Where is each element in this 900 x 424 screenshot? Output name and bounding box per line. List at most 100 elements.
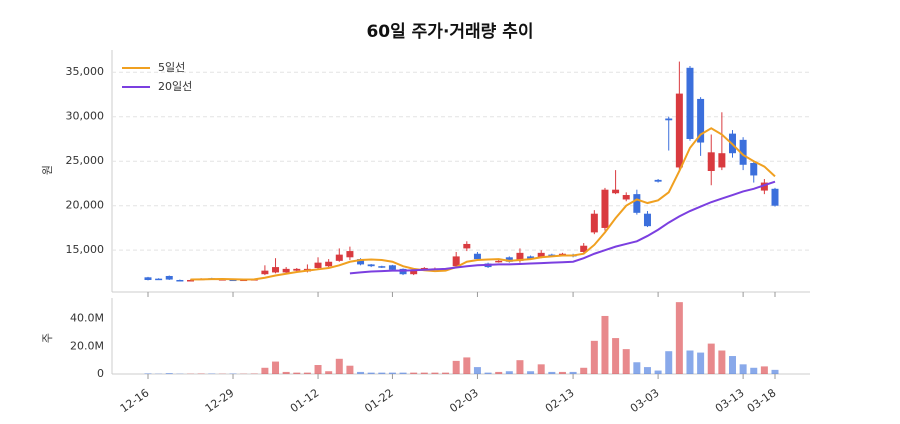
candle-body <box>463 244 470 248</box>
volume-bar <box>315 365 322 374</box>
x-tick-label: 03-03 <box>628 386 662 415</box>
volume-bar <box>686 351 693 374</box>
volume-bar <box>368 373 375 374</box>
candle-body <box>389 265 396 269</box>
candle-body <box>750 163 757 175</box>
volume-bar <box>729 356 736 374</box>
candle-body <box>261 271 268 275</box>
candle-body <box>315 263 322 268</box>
candle-body <box>644 214 651 226</box>
volume-bar <box>304 373 311 374</box>
candle-body <box>272 267 279 272</box>
candle-body <box>591 214 598 233</box>
volume-bar <box>474 367 481 374</box>
y-tick-label: 0 <box>97 367 104 380</box>
volume-bar <box>442 373 449 374</box>
volume-bar <box>506 371 513 374</box>
candle-body <box>336 255 343 261</box>
x-tick-label: 01-22 <box>362 386 396 415</box>
candle-body <box>155 279 162 281</box>
y-tick-label: 20.0M <box>70 339 104 352</box>
volume-bar <box>421 373 428 374</box>
volume-bar <box>633 362 640 374</box>
volume-bar <box>378 373 385 374</box>
volume-bar <box>516 360 523 374</box>
volume-bar <box>538 364 545 374</box>
candle-body <box>176 280 183 282</box>
candle-body <box>601 190 608 228</box>
volume-bar <box>166 373 173 374</box>
candle-body <box>708 152 715 171</box>
volume-bar <box>410 373 417 374</box>
candle-body <box>283 269 290 273</box>
volume-bar <box>740 364 747 374</box>
volume-bar <box>357 372 364 374</box>
candle-body <box>655 180 662 182</box>
candle-body <box>686 68 693 139</box>
volume-bar <box>389 373 396 374</box>
x-tick-label: 12-16 <box>118 386 152 415</box>
volume-bar <box>708 344 715 374</box>
volume-bar <box>463 357 470 374</box>
candle-body <box>772 189 779 206</box>
y-tick-label: 20,000 <box>66 199 105 212</box>
x-tick-label: 02-03 <box>447 386 481 415</box>
y-tick-label: 40.0M <box>70 312 104 325</box>
candle-body <box>166 276 173 280</box>
legend-label: 20일선 <box>158 79 192 93</box>
volume-bar <box>400 373 407 374</box>
volume-bar <box>750 368 757 374</box>
volume-bar <box>336 359 343 374</box>
y-tick-label: 15,000 <box>66 243 105 256</box>
candle-body <box>633 194 640 213</box>
candle-body <box>325 262 332 266</box>
candle-body <box>718 153 725 167</box>
candle-body <box>145 277 152 280</box>
x-tick-label: 01-12 <box>288 386 322 415</box>
x-tick-label: 12-29 <box>203 386 237 415</box>
volume-bar <box>697 353 704 374</box>
volume-bar <box>548 372 555 374</box>
y-axis-label: 원 <box>41 165 54 175</box>
candle-body <box>368 264 375 266</box>
candle-body <box>665 119 672 121</box>
volume-bar <box>431 373 438 374</box>
volume-bar <box>591 341 598 374</box>
x-tick-label: 03-18 <box>745 386 779 415</box>
y-axis-label: 주 <box>41 333 54 343</box>
candle-body <box>612 190 619 194</box>
candle-body <box>346 251 353 257</box>
candle-body <box>474 254 481 259</box>
volume-bar <box>293 373 300 374</box>
candle-body <box>293 269 300 271</box>
volume-bar <box>261 368 268 374</box>
volume-bar <box>495 372 502 374</box>
volume-bar <box>623 349 630 374</box>
volume-bar <box>272 362 279 374</box>
volume-bar <box>145 373 152 374</box>
y-tick-label: 35,000 <box>66 65 105 78</box>
volume-bar <box>612 338 619 374</box>
volume-bar <box>665 351 672 374</box>
volume-bar <box>676 302 683 374</box>
volume-bar <box>559 372 566 374</box>
candle-body <box>623 195 630 199</box>
ma-line <box>350 182 775 274</box>
volume-bar <box>485 373 492 374</box>
x-tick-label: 02-13 <box>543 386 577 415</box>
ma-line <box>191 128 775 279</box>
legend-label: 5일선 <box>158 60 185 74</box>
volume-bar <box>655 371 662 374</box>
volume-bar <box>283 372 290 374</box>
volume-bar <box>601 316 608 374</box>
volume-bar <box>580 368 587 374</box>
volume-bar <box>761 366 768 374</box>
candle-body <box>495 261 502 263</box>
volume-bar <box>453 361 460 374</box>
candle-body <box>453 256 460 266</box>
x-tick-label: 03-13 <box>713 386 747 415</box>
volume-bar <box>718 351 725 374</box>
volume-bar <box>325 371 332 374</box>
volume-bar <box>570 372 577 374</box>
volume-bar <box>644 367 651 374</box>
